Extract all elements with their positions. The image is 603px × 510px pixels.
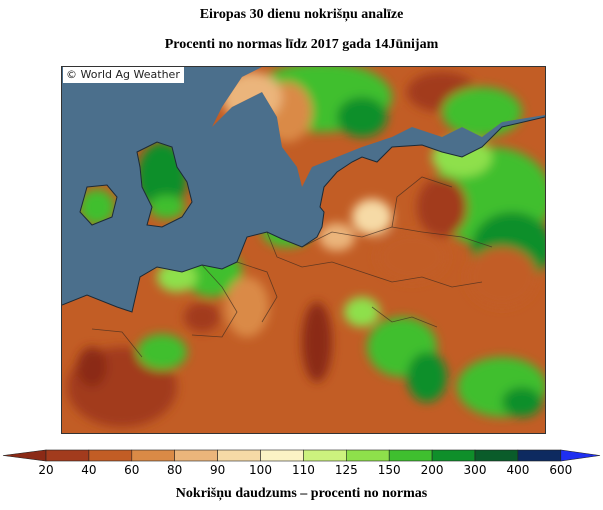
legend-tick-label: 60 [124, 463, 140, 477]
legend-swatch [260, 449, 304, 462]
map-title: Eiropas 30 dienu nokrišņu analīze [199, 7, 404, 22]
legend-tick-label: 20 [38, 463, 54, 477]
legend-tick-label: 100 [249, 463, 272, 477]
legend-swatch [45, 449, 90, 462]
legend-swatch [431, 449, 476, 462]
legend-swatch [174, 449, 218, 462]
legend-swatch [303, 449, 347, 462]
map-subtitle: Procenti no normas līdz 2017 gada 14Jūni… [164, 37, 439, 52]
coastlines [62, 116, 545, 313]
country-borders [91, 176, 493, 358]
legend-over-arrow [560, 449, 601, 462]
legend-swatch [88, 449, 133, 462]
legend-tick-label: 80 [167, 463, 183, 477]
legend-tick-label: 400 [506, 463, 530, 477]
legend-tick-label: 300 [463, 463, 487, 477]
legend-tick-label: 90 [209, 463, 226, 477]
legend-swatch [517, 449, 562, 462]
legend-tick-label: 200 [420, 463, 444, 477]
legend-tick-label: 40 [81, 463, 97, 477]
legend-colorbar [2, 449, 601, 462]
legend-swatch [217, 449, 261, 462]
legend-title: Nokrišņu daudzums – procenti no normas [175, 486, 428, 501]
legend-swatch [388, 449, 433, 462]
legend-swatch [131, 449, 176, 462]
legend-tick-label: 600 [549, 463, 573, 477]
europe-map-graphic [62, 67, 545, 433]
legend-swatch [345, 449, 390, 462]
legend-tick-label: 110 [291, 463, 315, 477]
legend-tick-label: 125 [334, 463, 358, 477]
legend-under-arrow [2, 449, 47, 462]
copyright-label: © World Ag Weather [63, 67, 184, 83]
legend-swatch [474, 449, 519, 462]
legend-tick-label: 150 [377, 463, 401, 477]
precipitation-map: © World Ag Weather [61, 66, 546, 434]
